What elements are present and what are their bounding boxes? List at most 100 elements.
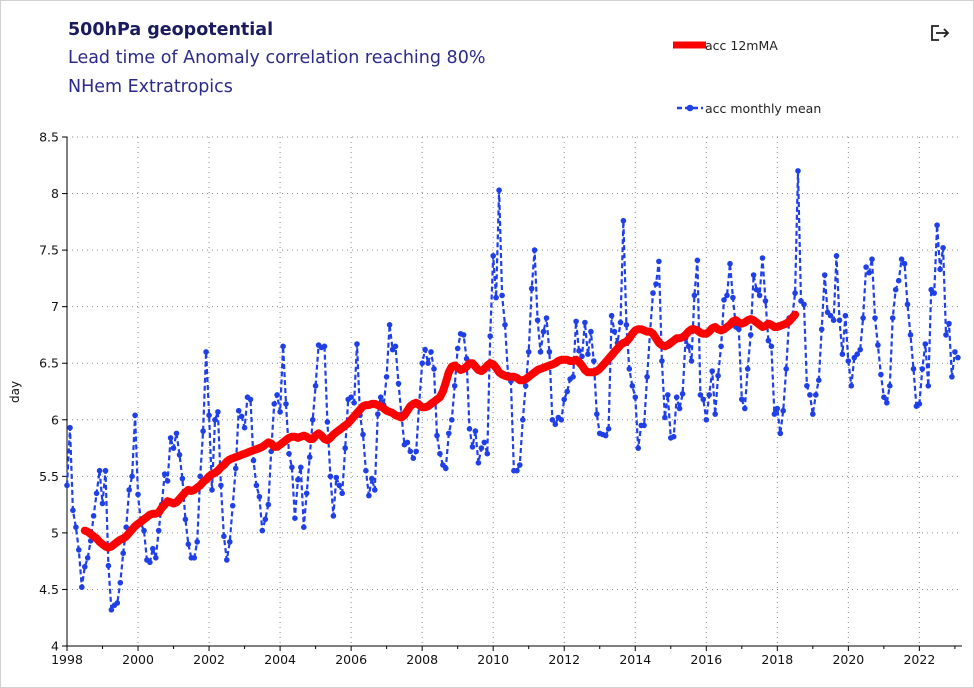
monthly-mean-point (730, 294, 736, 301)
monthly-mean-point (818, 326, 825, 333)
monthly-mean-point (206, 412, 212, 419)
monthly-mean-point (73, 524, 79, 530)
monthly-mean-point (937, 266, 943, 273)
monthly-mean-point (377, 394, 384, 401)
x-tick-label: 2000 (122, 652, 154, 667)
monthly-mean-point (777, 430, 784, 437)
monthly-mean-point (845, 358, 852, 364)
monthly-mean-point (534, 317, 541, 324)
monthly-mean-point (816, 377, 822, 384)
monthly-mean-point (446, 430, 452, 437)
monthly-mean-point (108, 607, 115, 613)
monthly-mean-point (623, 322, 630, 328)
monthly-mean-point (525, 349, 532, 355)
monthly-mean-point (472, 428, 479, 434)
export-button[interactable] (928, 22, 952, 44)
monthly-mean-point (167, 435, 174, 441)
monthly-mean-point (679, 391, 686, 397)
monthly-mean-point (194, 539, 200, 545)
monthly-mean-point (312, 383, 319, 389)
monthly-mean-point (419, 360, 426, 367)
monthly-mean-point (715, 372, 721, 379)
monthly-mean-point (215, 409, 221, 415)
monthly-mean-line (65, 169, 959, 611)
monthly-mean-point (768, 343, 775, 350)
monthly-mean-point (277, 409, 283, 415)
monthly-mean-point (821, 272, 828, 278)
monthly-mean-point (881, 394, 887, 401)
monthly-mean-point (232, 465, 239, 472)
monthly-mean-point (887, 383, 893, 389)
monthly-mean-point (931, 290, 937, 296)
monthly-mean-point (404, 439, 411, 446)
monthly-mean-point (537, 349, 544, 355)
monthly-mean-point (253, 482, 260, 489)
monthly-mean-point (93, 490, 100, 497)
monthly-mean-point (762, 298, 769, 304)
monthly-mean-point (221, 533, 227, 540)
monthly-mean-point (123, 524, 129, 530)
monthly-mean-point (952, 349, 958, 355)
monthly-mean-point (712, 411, 718, 417)
y-tick-label: 8 (51, 186, 59, 201)
monthly-mean-point (854, 351, 860, 358)
monthly-mean-point (274, 392, 280, 398)
monthly-mean-point (360, 431, 366, 438)
monthly-mean-point (173, 430, 180, 437)
monthly-mean-point (739, 396, 745, 403)
monthly-mean-point (309, 417, 316, 423)
monthly-mean-point (84, 555, 91, 561)
monthly-mean-point (884, 400, 890, 406)
monthly-mean-point (200, 428, 206, 434)
monthly-mean-point (235, 407, 242, 414)
monthly-mean-point (925, 383, 932, 389)
monthly-mean-point (301, 524, 307, 530)
x-tick-label: 2006 (335, 652, 367, 667)
monthly-mean-point (499, 292, 505, 299)
monthly-mean-point (114, 600, 121, 606)
monthly-mean-point (292, 515, 298, 521)
monthly-mean-point (608, 312, 615, 319)
y-tick-label: 5.5 (39, 469, 59, 484)
monthly-mean-point (949, 374, 955, 380)
monthly-mean-point (182, 516, 189, 523)
monthly-mean-point (283, 401, 289, 407)
monthly-mean-point (324, 419, 331, 425)
monthly-mean-point (857, 346, 863, 353)
monthly-mean-point (203, 349, 209, 355)
x-tick-label: 2010 (477, 652, 509, 667)
monthly-mean-point (869, 256, 875, 263)
monthly-mean-point (676, 405, 683, 412)
grid (66, 136, 962, 647)
y-tick-label: 7.5 (39, 243, 59, 258)
monthly-mean-point (147, 559, 153, 566)
monthly-mean-point (286, 450, 292, 457)
monthly-mean-point (579, 353, 585, 360)
monthly-mean-point (176, 452, 183, 458)
moving-average-line (80, 310, 800, 552)
monthly-mean-point (558, 417, 565, 423)
monthly-mean-point (449, 417, 455, 423)
series (64, 168, 961, 613)
monthly-mean-point (431, 366, 437, 372)
monthly-mean-point (96, 467, 103, 474)
monthly-mean-point (813, 392, 819, 398)
monthly-mean-point (591, 358, 597, 364)
monthly-mean-point (132, 412, 138, 419)
monthly-mean-point (552, 421, 559, 428)
monthly-mean-point (697, 392, 704, 398)
monthly-mean-point (860, 315, 866, 321)
monthly-mean-point (540, 328, 547, 335)
x-tick-label: 2018 (761, 652, 793, 667)
monthly-mean-point (940, 245, 946, 251)
monthly-mean-point (327, 473, 334, 480)
monthly-mean-point (256, 493, 263, 500)
legend-monthly-label: acc monthly mean (705, 101, 821, 116)
monthly-mean-point (665, 392, 671, 398)
monthly-mean-point (466, 426, 473, 432)
monthly-mean-point (721, 297, 727, 303)
monthly-mean-point (395, 380, 402, 387)
monthly-mean-point (842, 312, 849, 319)
x-tick-label: 2012 (548, 652, 580, 667)
